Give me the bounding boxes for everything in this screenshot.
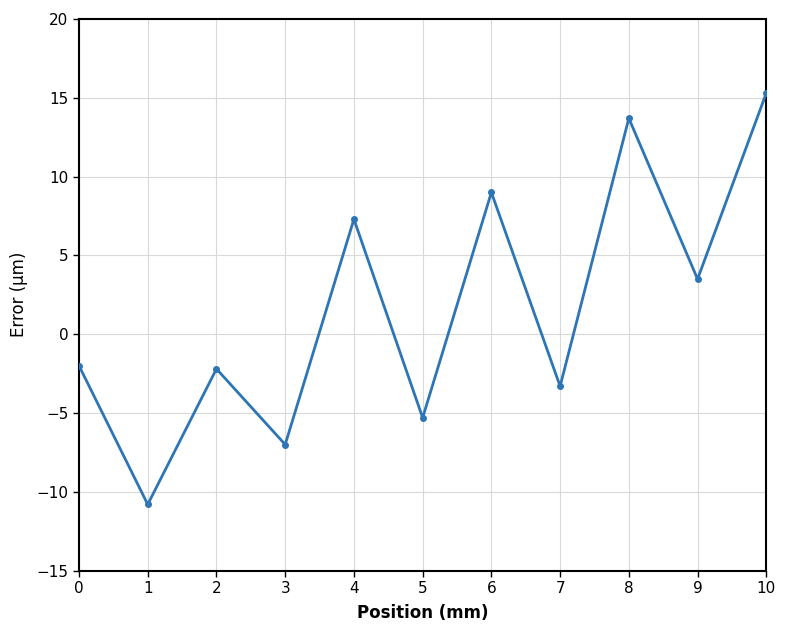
Y-axis label: Error (µm): Error (µm) — [10, 252, 28, 337]
X-axis label: Position (mm): Position (mm) — [357, 604, 488, 623]
